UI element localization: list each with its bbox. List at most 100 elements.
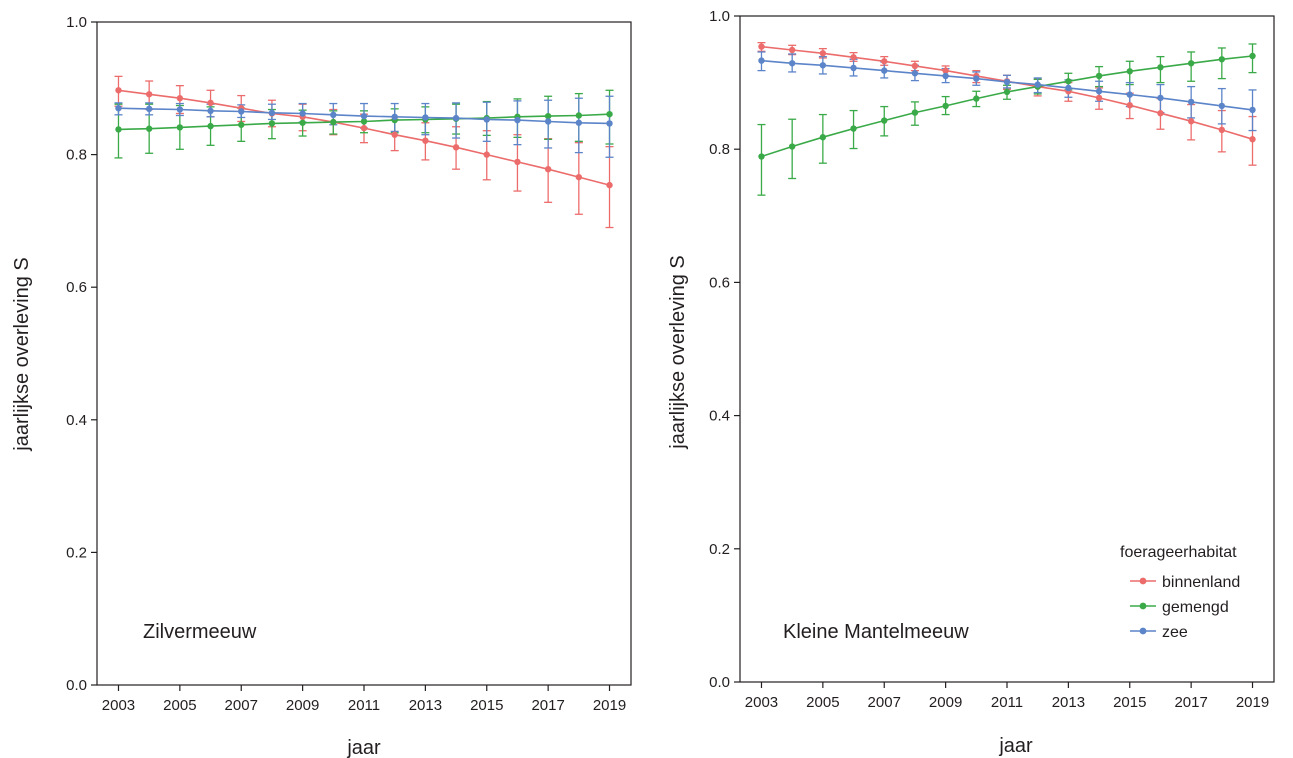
y-tick-label: 0.2 [709, 541, 730, 558]
data-point-gemengd [1249, 52, 1256, 60]
data-point-binnenland [850, 54, 857, 61]
data-point-gemengd [911, 109, 919, 116]
legend-swatch-point [1139, 602, 1147, 610]
data-point-gemengd [606, 110, 613, 118]
data-point-zee [1065, 84, 1072, 92]
data-point-zee [422, 114, 429, 121]
data-point-zee [544, 118, 552, 125]
data-point-binnenland [145, 91, 153, 98]
legend-entry-zee: zee [1130, 624, 1188, 641]
legend-swatch-point [1139, 577, 1147, 585]
data-point-binnenland [483, 151, 490, 158]
data-point-gemengd [268, 120, 276, 127]
y-tick-label: 0.6 [709, 274, 730, 291]
legend-entry-binnenland: binnenland [1130, 574, 1240, 591]
x-tick-label: 2015 [1113, 694, 1146, 711]
y-tick-label: 0.8 [66, 147, 87, 164]
data-point-binnenland [1187, 118, 1195, 125]
legend-swatch-point [1139, 627, 1147, 635]
data-point-gemengd [881, 117, 888, 124]
data-point-gemengd [145, 125, 153, 132]
x-tick-label: 2009 [929, 694, 962, 711]
legend: foerageerhabitat binnenland gemengd zee [1120, 544, 1240, 641]
x-tick-label: 2009 [286, 697, 319, 714]
data-point-zee [483, 116, 490, 123]
x-tick-label: 2003 [745, 694, 778, 711]
data-point-binnenland [1157, 110, 1164, 117]
data-point-zee [115, 104, 122, 112]
y-tick-label: 0.2 [66, 544, 87, 561]
data-point-gemengd [207, 122, 214, 130]
y-axis-title: jaarlijkse overleving S [667, 255, 689, 449]
data-point-gemengd [850, 125, 857, 132]
data-point-zee [145, 105, 153, 113]
data-point-zee [758, 57, 765, 64]
data-point-binnenland [176, 95, 184, 102]
series-line-gemengd [761, 55, 1253, 158]
data-point-binnenland [514, 158, 521, 166]
x-tick-label: 2007 [868, 694, 901, 711]
data-point-zee [176, 106, 184, 113]
x-tick-label: 2013 [409, 697, 442, 714]
panel-label: Kleine Mantelmeeuw [783, 621, 969, 643]
data-point-gemengd [1126, 68, 1133, 75]
data-point-binnenland [207, 99, 214, 107]
data-point-zee [207, 107, 214, 115]
error-bar-gemengd [757, 123, 766, 196]
panel-label: Zilvermeeuw [143, 621, 257, 643]
legend-title: foerageerhabitat [1120, 544, 1237, 561]
data-point-zee [360, 112, 368, 120]
x-tick-label: 2019 [1236, 694, 1269, 711]
data-point-zee [819, 62, 827, 69]
y-tick-label: 0.0 [709, 674, 730, 691]
data-point-gemengd [176, 124, 184, 131]
data-point-zee [881, 67, 888, 74]
data-point-binnenland [391, 131, 398, 138]
x-tick-label: 2013 [1052, 694, 1085, 711]
x-tick-label: 2007 [225, 697, 258, 714]
data-point-gemengd [788, 143, 796, 150]
data-point-gemengd [115, 126, 122, 133]
data-point-zee [575, 119, 583, 126]
data-point-zee [1034, 81, 1041, 88]
data-point-gemengd [238, 121, 245, 128]
data-point-zee [1218, 102, 1226, 110]
data-point-zee [268, 109, 276, 117]
data-point-gemengd [1003, 88, 1011, 96]
data-point-gemengd [544, 112, 552, 120]
data-point-gemengd [973, 95, 980, 102]
data-point-zee [452, 114, 460, 122]
data-point-binnenland [1126, 102, 1133, 109]
x-tick-label: 2005 [163, 697, 196, 714]
series-points [115, 87, 613, 189]
data-point-gemengd [360, 118, 368, 125]
y-tick-label: 0.4 [66, 412, 87, 429]
y-tick-label: 0.0 [66, 677, 87, 694]
data-point-zee [788, 60, 796, 67]
data-point-binnenland [115, 87, 122, 94]
legend-label: zee [1162, 624, 1188, 641]
data-point-binnenland [452, 144, 460, 151]
x-tick-label: 2017 [1174, 694, 1207, 711]
data-point-zee [299, 110, 306, 117]
data-point-binnenland [942, 67, 949, 74]
legend-label: gemengd [1162, 599, 1229, 616]
data-point-gemengd [758, 153, 765, 160]
data-point-zee [391, 113, 398, 121]
data-point-zee [1249, 106, 1256, 114]
data-point-binnenland [422, 137, 429, 144]
data-point-binnenland [911, 62, 919, 70]
data-point-binnenland [788, 46, 796, 54]
y-tick-label: 0.6 [66, 279, 87, 296]
y-tick-label: 0.8 [709, 141, 730, 158]
data-point-gemengd [1065, 78, 1072, 85]
data-point-binnenland [1249, 136, 1256, 143]
data-point-zee [942, 72, 949, 80]
data-point-zee [1003, 78, 1011, 86]
data-point-binnenland [881, 58, 888, 65]
data-point-gemengd [1157, 64, 1164, 71]
data-point-binnenland [758, 43, 765, 50]
data-point-zee [514, 116, 521, 124]
x-tick-label: 2019 [593, 697, 626, 714]
data-point-binnenland [606, 181, 613, 189]
